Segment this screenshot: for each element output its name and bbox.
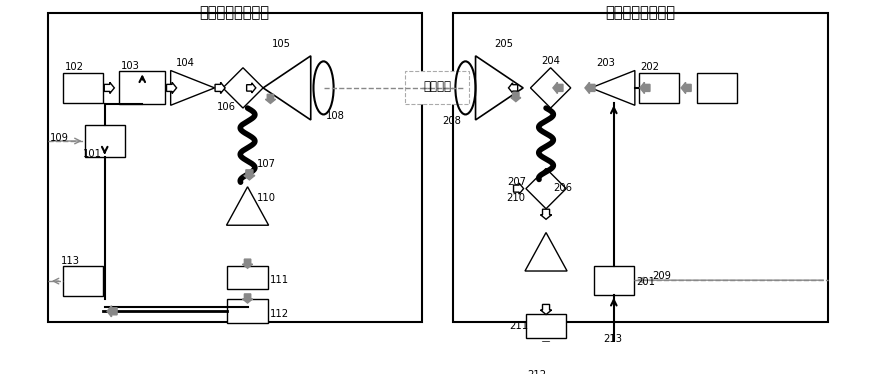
Bar: [594, 345, 634, 374]
Bar: [697, 73, 738, 102]
Polygon shape: [166, 82, 177, 94]
Polygon shape: [243, 294, 252, 303]
Text: 207: 207: [507, 177, 526, 187]
Polygon shape: [227, 187, 269, 225]
Text: 107: 107: [257, 159, 276, 169]
Text: 213: 213: [603, 334, 622, 344]
Bar: [526, 314, 566, 338]
Text: 113: 113: [60, 255, 80, 266]
Text: 大气信道: 大气信道: [423, 80, 451, 93]
Polygon shape: [513, 183, 524, 194]
Bar: [526, 348, 566, 372]
Polygon shape: [639, 82, 650, 94]
Polygon shape: [171, 71, 215, 105]
Text: 102: 102: [65, 62, 83, 72]
Polygon shape: [553, 82, 563, 94]
Text: 211: 211: [510, 321, 528, 331]
Text: 104: 104: [176, 58, 195, 68]
Polygon shape: [508, 83, 518, 93]
Text: 202: 202: [640, 62, 660, 72]
Text: 205: 205: [494, 39, 512, 49]
Polygon shape: [540, 342, 552, 352]
Text: 激光通信收发端机: 激光通信收发端机: [605, 6, 675, 21]
Polygon shape: [215, 82, 225, 94]
Polygon shape: [591, 71, 635, 105]
Polygon shape: [525, 233, 567, 271]
Bar: [119, 71, 166, 104]
Text: 112: 112: [270, 309, 289, 319]
Polygon shape: [585, 82, 595, 94]
Text: 208: 208: [442, 116, 462, 126]
Polygon shape: [223, 68, 263, 108]
Text: 204: 204: [541, 56, 561, 66]
Bar: [85, 125, 125, 157]
Text: 108: 108: [326, 111, 345, 121]
Polygon shape: [526, 168, 566, 209]
Text: 101: 101: [82, 149, 102, 159]
Text: 106: 106: [217, 102, 237, 112]
Bar: [453, 13, 828, 322]
Text: 206: 206: [554, 183, 572, 193]
Bar: [48, 13, 421, 322]
Bar: [62, 266, 102, 296]
Text: 209: 209: [653, 271, 671, 281]
Polygon shape: [540, 304, 552, 315]
Polygon shape: [681, 82, 691, 94]
Text: 210: 210: [505, 193, 525, 203]
Polygon shape: [511, 92, 521, 102]
Text: 103: 103: [121, 61, 140, 71]
Bar: [228, 266, 268, 289]
Bar: [228, 300, 268, 323]
Polygon shape: [540, 209, 552, 219]
Text: 110: 110: [257, 193, 276, 203]
Text: 201: 201: [636, 278, 654, 288]
Polygon shape: [265, 94, 275, 104]
Polygon shape: [244, 170, 255, 180]
Bar: [62, 73, 102, 102]
Polygon shape: [104, 82, 115, 94]
Polygon shape: [531, 68, 571, 108]
Polygon shape: [247, 83, 256, 93]
Text: 105: 105: [272, 39, 292, 49]
Text: 111: 111: [270, 275, 289, 285]
Text: 212: 212: [527, 370, 547, 374]
Polygon shape: [243, 259, 252, 268]
Polygon shape: [574, 354, 584, 365]
Text: 203: 203: [597, 58, 615, 68]
Text: 109: 109: [50, 133, 69, 143]
Text: 激光通信收发端机: 激光通信收发端机: [200, 6, 270, 21]
Polygon shape: [107, 306, 117, 317]
Bar: [405, 71, 470, 104]
Bar: [594, 266, 634, 295]
Bar: [639, 73, 679, 102]
